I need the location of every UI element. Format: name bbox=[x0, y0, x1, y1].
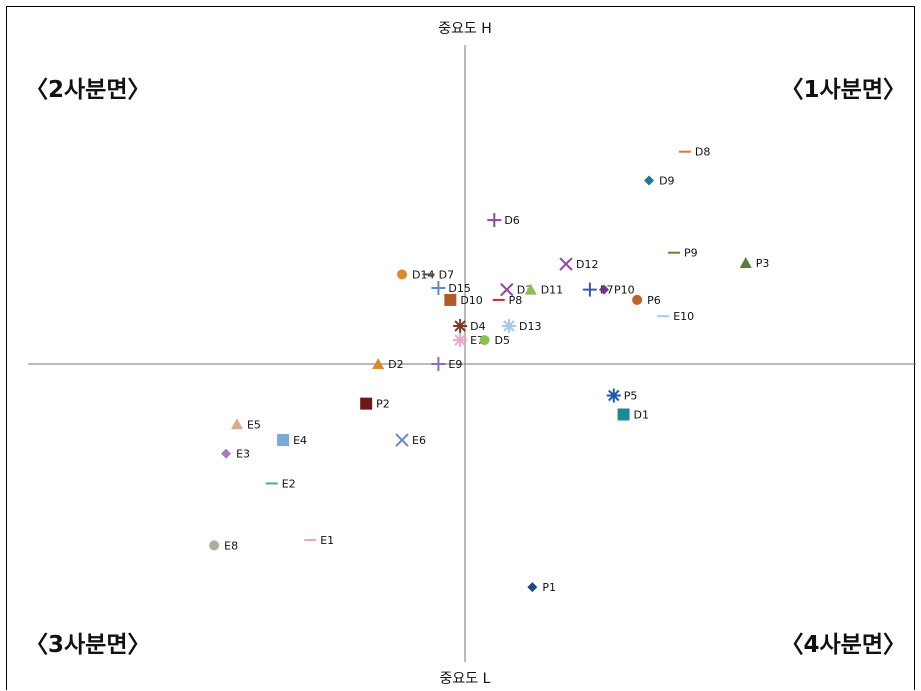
point-e9: E9 bbox=[431, 357, 462, 371]
point-p3: P3 bbox=[739, 257, 770, 270]
point-e7: E7 bbox=[453, 333, 484, 348]
point-p2-marker bbox=[360, 397, 373, 410]
point-d1: D1 bbox=[617, 408, 649, 421]
point-e6-label: E6 bbox=[412, 434, 426, 447]
point-p1-label: P1 bbox=[542, 581, 556, 594]
point-p8-label: P8 bbox=[509, 294, 523, 307]
point-d7-label: D7 bbox=[439, 268, 454, 281]
point-d10: D10 bbox=[444, 293, 483, 307]
point-d1-marker bbox=[617, 408, 630, 421]
point-d2: D2 bbox=[372, 358, 404, 371]
point-p5-label: P5 bbox=[624, 389, 638, 402]
point-e4-marker bbox=[277, 434, 290, 447]
point-d12-label: D12 bbox=[576, 258, 598, 271]
point-p9-label: P9 bbox=[684, 247, 698, 260]
quadrant-4-label: 〈4사분면〉 bbox=[781, 632, 906, 658]
point-d9-label: D9 bbox=[659, 174, 674, 187]
point-p1: P1 bbox=[527, 581, 556, 594]
point-d9: D9 bbox=[644, 174, 675, 187]
point-e8-label: E8 bbox=[224, 539, 238, 552]
point-p3-marker bbox=[739, 257, 752, 269]
point-e5: E5 bbox=[230, 418, 261, 431]
point-d2-label: D2 bbox=[388, 358, 403, 371]
point-e8: E8 bbox=[209, 539, 238, 552]
point-p7-marker bbox=[582, 282, 597, 297]
point-e2-label: E2 bbox=[282, 477, 296, 490]
point-d1-label: D1 bbox=[634, 408, 649, 421]
point-d11-marker bbox=[524, 283, 537, 295]
point-p2-label: P2 bbox=[376, 398, 390, 411]
point-e4-label: E4 bbox=[293, 434, 307, 447]
point-e5-marker bbox=[230, 418, 243, 430]
point-d5-label: D5 bbox=[495, 334, 510, 347]
point-p3-label: P3 bbox=[756, 257, 770, 270]
quadrant-2-label: 〈2사분면〉 bbox=[25, 77, 150, 103]
point-d15: D15 bbox=[431, 280, 471, 295]
point-p6-marker bbox=[632, 294, 643, 305]
chart-frame: 중요도 H 중요도 L 〈2사분면〉 〈1사분면〉 〈3사분면〉 〈4사분면〉 … bbox=[6, 6, 916, 690]
point-e10: E10 bbox=[657, 310, 694, 323]
point-d6-marker bbox=[487, 213, 502, 228]
axis-bottom-label: 중요도 L bbox=[440, 671, 491, 687]
point-d4: D4 bbox=[453, 318, 486, 333]
point-d5: D5 bbox=[479, 334, 510, 347]
point-e6-marker bbox=[395, 433, 409, 447]
point-d12: D12 bbox=[559, 257, 598, 271]
point-p6-label: P6 bbox=[647, 294, 661, 307]
point-p6: P6 bbox=[632, 294, 661, 307]
data-points: D8D9D6P9P3D12D14D7D15D3D11P7P10D10P8P6E1… bbox=[209, 146, 769, 594]
point-e3: E3 bbox=[221, 448, 250, 461]
point-d10-marker bbox=[444, 293, 457, 306]
point-d4-label: D4 bbox=[470, 320, 485, 333]
quadrant-1-label: 〈1사분면〉 bbox=[781, 77, 906, 103]
point-e3-marker bbox=[221, 448, 232, 459]
quadrant-chart: 중요도 H 중요도 L 〈2사분면〉 〈1사분면〉 〈3사분면〉 〈4사분면〉 … bbox=[25, 21, 916, 687]
point-e2: E2 bbox=[265, 477, 296, 490]
point-d12-marker bbox=[559, 257, 573, 271]
point-p5-marker bbox=[606, 388, 621, 403]
point-d10-label: D10 bbox=[460, 294, 482, 307]
point-d9-marker bbox=[644, 175, 655, 186]
point-e4: E4 bbox=[277, 434, 307, 447]
point-d4-marker bbox=[453, 318, 468, 333]
point-d13-marker bbox=[501, 318, 516, 333]
point-d2-marker bbox=[372, 358, 385, 369]
point-p10: P10 bbox=[599, 284, 635, 297]
point-d6: D6 bbox=[487, 213, 520, 228]
point-d15-marker bbox=[431, 280, 446, 295]
point-e8-marker bbox=[209, 540, 220, 551]
point-e5-label: E5 bbox=[247, 418, 261, 431]
point-e9-marker bbox=[431, 357, 446, 371]
axis-top-label: 중요도 H bbox=[438, 21, 492, 37]
point-p10-marker bbox=[599, 284, 610, 295]
point-d11: D11 bbox=[524, 283, 563, 297]
point-e6: E6 bbox=[395, 433, 426, 447]
point-e1: E1 bbox=[304, 534, 334, 547]
point-d5-marker bbox=[479, 335, 490, 346]
point-d3-marker bbox=[500, 282, 514, 297]
point-e3-label: E3 bbox=[236, 448, 250, 461]
point-e7-marker bbox=[453, 333, 468, 348]
point-e1-label: E1 bbox=[320, 534, 334, 547]
point-p10-label: P10 bbox=[614, 284, 635, 297]
point-p1-marker bbox=[527, 582, 538, 593]
point-d8: D8 bbox=[678, 146, 710, 159]
point-d6-label: D6 bbox=[504, 214, 519, 227]
point-d15-label: D15 bbox=[448, 282, 470, 295]
point-p8: P8 bbox=[492, 294, 523, 307]
point-d13: D13 bbox=[501, 318, 541, 333]
point-e9-label: E9 bbox=[448, 358, 462, 371]
point-d7: D7 bbox=[422, 268, 454, 281]
point-p2: P2 bbox=[360, 397, 390, 411]
quadrant-3-label: 〈3사분면〉 bbox=[25, 632, 150, 658]
point-e10-label: E10 bbox=[673, 310, 694, 323]
point-d11-label: D11 bbox=[541, 284, 563, 297]
point-d8-label: D8 bbox=[695, 146, 710, 159]
point-p5: P5 bbox=[606, 388, 638, 403]
point-d14-marker bbox=[397, 269, 408, 280]
point-p9: P9 bbox=[668, 247, 698, 260]
point-d13-label: D13 bbox=[519, 320, 541, 333]
